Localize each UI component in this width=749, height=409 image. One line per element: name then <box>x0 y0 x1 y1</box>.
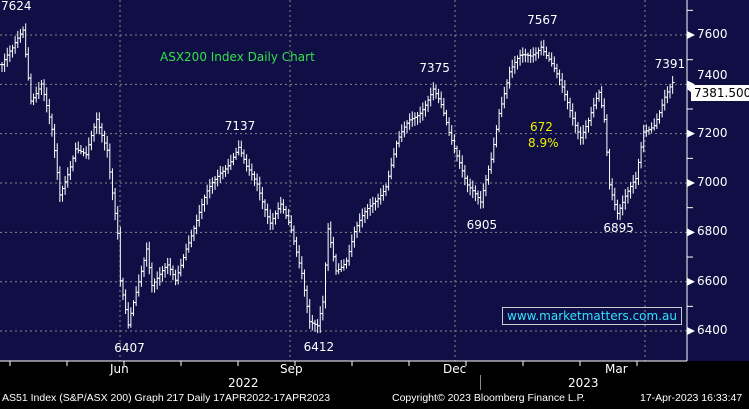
price-annotation: 6407 <box>114 341 145 356</box>
y-axis <box>687 0 749 361</box>
footer-timestamp: 17-Apr-2023 16:33:47 <box>640 392 743 404</box>
price-annotation: 6895 <box>603 220 634 235</box>
price-annotation: 7137 <box>224 119 256 134</box>
y-tick-label: 7000 <box>697 175 728 190</box>
y-tick-label: 7200 <box>697 125 728 140</box>
price-annotation: 7391 <box>654 56 686 71</box>
y-tick-label: 6400 <box>697 323 728 338</box>
chart-title: ASX200 Index Daily Chart <box>160 50 315 64</box>
footer-copyright: Copyright© 2023 Bloomberg Finance L.P. <box>392 392 586 404</box>
x-label-dec: Dec <box>443 362 467 376</box>
x-year-2023: 2023 <box>568 376 599 390</box>
price-annotation: 7567 <box>527 13 558 28</box>
move-points: 672 <box>530 120 553 134</box>
price-annotation: 7624 <box>1 0 32 14</box>
footer-left: AS51 Index (S&P/ASX 200) Graph 217 Daily… <box>2 392 331 404</box>
x-label-mar: Mar <box>605 362 628 376</box>
year-divider <box>480 375 481 390</box>
price-annotation: 7375 <box>419 60 450 75</box>
last-price-label: 7381.500 <box>691 85 749 101</box>
plot-area <box>0 0 687 361</box>
y-tick-label: 6800 <box>697 224 728 239</box>
x-label-sep: Sep <box>280 362 303 376</box>
x-label-jun: Jun <box>110 362 129 376</box>
y-tick-label: 7400 <box>697 68 728 83</box>
price-annotation: 6905 <box>466 218 498 233</box>
y-tick-label: 7600 <box>697 27 728 41</box>
move-percent: 8.9% <box>528 136 559 150</box>
price-annotation: 6412 <box>303 340 335 355</box>
x-year-2022: 2022 <box>228 376 259 390</box>
watermark: www.marketmatters.com.au <box>502 307 682 325</box>
y-tick-label: 6600 <box>697 273 728 288</box>
